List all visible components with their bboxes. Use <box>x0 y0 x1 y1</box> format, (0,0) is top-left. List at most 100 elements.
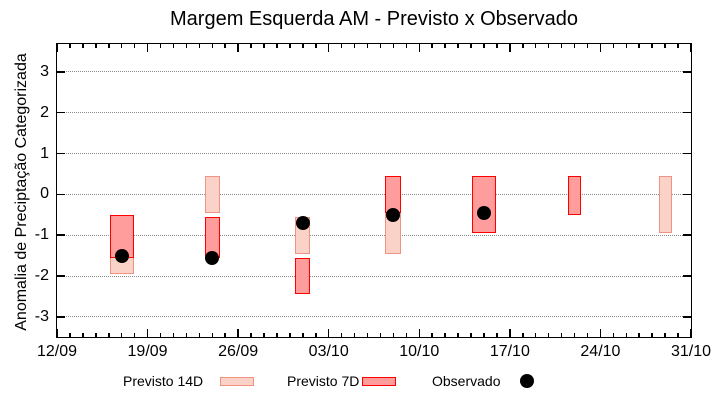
y-tick <box>683 234 691 236</box>
x-tick <box>69 44 71 48</box>
x-tick <box>69 333 71 337</box>
x-tick <box>211 333 213 337</box>
x-tick <box>224 333 226 337</box>
y-tick <box>57 71 65 73</box>
x-tick <box>185 44 188 48</box>
x-tick <box>250 44 252 48</box>
x-tick <box>211 44 213 48</box>
observado-dot <box>386 207 401 222</box>
x-tick <box>612 44 615 48</box>
x-tick <box>302 333 304 337</box>
x-tick <box>638 333 640 337</box>
x-tick <box>638 44 640 48</box>
y-tick-label: 0 <box>40 185 49 203</box>
x-tick <box>651 44 653 48</box>
x-tick <box>327 44 330 52</box>
x-tick <box>547 333 550 337</box>
observado-dot <box>295 215 310 230</box>
y-tick <box>57 275 65 277</box>
plot-area <box>56 43 692 338</box>
y-tick <box>683 316 691 318</box>
x-tick <box>664 44 666 48</box>
x-tick-label: 24/10 <box>580 343 621 360</box>
x-tick <box>172 333 175 337</box>
x-tick <box>690 44 692 52</box>
x-tick <box>392 333 395 337</box>
x-tick-label: 17/10 <box>489 343 530 360</box>
x-tick <box>534 44 537 48</box>
x-tick <box>573 333 576 337</box>
gridline <box>59 316 689 318</box>
observado-dot <box>205 250 220 265</box>
x-tick <box>237 329 239 337</box>
x-tick <box>108 44 110 48</box>
y-tick <box>683 71 691 73</box>
x-tick <box>133 333 136 337</box>
x-tick <box>302 44 304 48</box>
x-tick <box>431 44 433 48</box>
x-tick <box>586 44 589 48</box>
x-tick <box>625 44 628 48</box>
legend-observado-dot-icon <box>520 374 534 388</box>
legend-label-previsto-7d: Previsto 7D <box>287 373 360 389</box>
legend-swatch-previsto-14d-icon <box>220 377 254 386</box>
x-tick <box>483 333 485 337</box>
gridline <box>59 112 689 114</box>
x-tick <box>470 44 472 48</box>
x-tick <box>263 333 265 337</box>
x-tick-label: 12/09 <box>36 343 78 360</box>
x-tick <box>340 44 343 48</box>
x-tick <box>405 333 408 337</box>
x-tick <box>651 333 653 337</box>
bar-previsto-7d <box>471 175 496 234</box>
x-tick <box>198 333 201 337</box>
x-tick <box>573 44 576 48</box>
gridline <box>59 71 689 73</box>
x-tick <box>56 44 58 52</box>
x-tick <box>172 44 175 48</box>
x-tick <box>146 44 149 52</box>
x-tick <box>470 333 472 337</box>
x-tick <box>276 44 278 48</box>
x-tick <box>457 44 459 48</box>
bar-previsto-7d <box>568 175 582 215</box>
x-tick <box>560 44 563 48</box>
x-tick <box>82 44 84 48</box>
x-tick <box>405 44 408 48</box>
y-tick <box>57 152 65 155</box>
y-tick <box>683 152 691 155</box>
x-tick <box>392 44 395 48</box>
y-tick <box>683 111 691 114</box>
y-tick <box>683 275 691 277</box>
x-tick <box>289 44 291 48</box>
gridline <box>59 193 689 195</box>
bar-previsto-14d <box>204 175 220 213</box>
x-tick <box>315 333 317 337</box>
x-tick <box>534 333 537 337</box>
x-tick <box>263 44 265 48</box>
x-tick <box>340 333 343 337</box>
x-tick <box>198 44 201 48</box>
x-tick <box>237 44 239 52</box>
x-tick <box>250 333 252 337</box>
x-tick <box>509 44 511 52</box>
x-tick-label: 19/09 <box>127 343 168 360</box>
x-tick <box>560 333 563 337</box>
gridline <box>59 275 689 277</box>
x-tick <box>95 333 97 337</box>
x-tick-label: 31/10 <box>670 343 712 360</box>
x-tick <box>159 44 162 48</box>
x-tick <box>133 44 136 48</box>
y-tick-label: -3 <box>34 307 49 325</box>
x-tick <box>599 329 602 337</box>
x-tick <box>496 44 498 48</box>
legend-label-observado: Observado <box>432 373 501 389</box>
y-tick <box>57 111 65 114</box>
x-tick <box>483 44 485 48</box>
y-tick <box>683 193 691 196</box>
x-tick <box>159 333 162 337</box>
x-tick <box>185 333 188 337</box>
x-tick <box>315 44 317 48</box>
x-tick <box>664 333 666 337</box>
